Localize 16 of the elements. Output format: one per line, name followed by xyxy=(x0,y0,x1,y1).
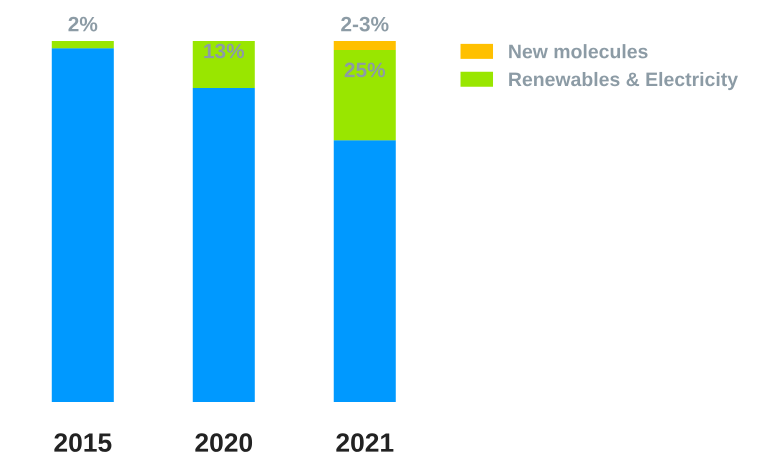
x-tick-label: 2020 xyxy=(195,433,252,452)
data-label: 25% xyxy=(344,62,386,78)
bar xyxy=(334,41,396,50)
bar xyxy=(334,50,396,140)
data-label: 2% xyxy=(68,16,98,32)
bar xyxy=(192,41,255,88)
bar xyxy=(334,140,396,402)
data-label: 2-3% xyxy=(341,16,389,32)
x-tick-label: 2021 xyxy=(336,433,394,452)
data-label: 13% xyxy=(204,44,244,58)
bar xyxy=(52,48,114,402)
legend-label: New molecules xyxy=(509,44,648,58)
x-tick-label: 2015 xyxy=(54,433,112,452)
bar xyxy=(192,88,255,402)
legend-label: Renewables & Electricity xyxy=(509,72,738,90)
bar xyxy=(52,41,114,48)
